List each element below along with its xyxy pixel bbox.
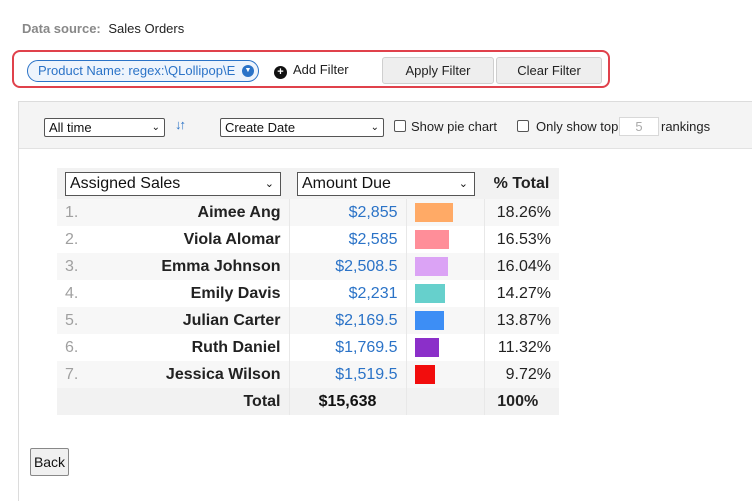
pct-total: 9.72% [484,361,559,388]
filter-pill[interactable]: Product Name: regex:\QLollipop\E ▼ [27,60,259,82]
rank-number: 6. [57,334,129,361]
rank-number: 3. [57,253,129,280]
rank-number: 7. [57,361,129,388]
total-row: Total $15,638 100% [57,388,559,415]
assigned-sales-name: Emily Davis [129,280,290,307]
sort-order-icon[interactable]: ↓↑ [175,117,186,132]
assigned-sales-name: Jessica Wilson [129,361,290,388]
assigned-sales-name: Emma Johnson [129,253,290,280]
amount-due-link[interactable]: $2,855 [289,199,407,226]
amount-due-link[interactable]: $2,169.5 [289,307,407,334]
add-filter-button[interactable]: + Add Filter [274,62,349,79]
group-by-value: Assigned Sales [70,174,181,192]
pct-total: 16.53% [484,226,559,253]
show-pie-checkbox[interactable] [394,120,406,132]
measure-select[interactable]: Amount Due ⌄ [297,171,475,196]
filter-pill-label: Product Name: regex:\QLollipop\E [38,63,236,78]
only-show-top-label: Only show top [536,119,619,134]
pct-total: 16.04% [484,253,559,280]
total-amount: $15,638 [289,388,407,415]
date-field-select[interactable]: Create Date ⌄ [220,118,384,137]
assigned-sales-name: Aimee Ang [129,199,290,226]
data-source-label: Data source: [22,21,101,36]
pct-total-header: % Total [484,168,559,199]
assigned-sales-name: Viola Alomar [129,226,290,253]
time-range-value: All time [49,120,92,135]
time-range-select[interactable]: All time ⌄ [44,118,165,137]
apply-filter-button[interactable]: Apply Filter [382,57,494,84]
chevron-down-icon: ⌄ [370,122,379,133]
table-row: 5. Julian Carter $2,169.5 13.87% [57,307,559,334]
show-pie-label: Show pie chart [411,119,497,134]
chevron-down-icon: ⌄ [151,122,160,133]
share-bar [414,365,435,384]
table-row: 1. Aimee Ang $2,855 18.26% [57,199,559,226]
only-show-top-checkbox[interactable] [517,120,529,132]
share-bar [414,203,453,222]
table-row: 7. Jessica Wilson $1,519.5 9.72% [57,361,559,388]
table-row: 6. Ruth Daniel $1,769.5 11.32% [57,334,559,361]
group-by-select[interactable]: Assigned Sales ⌄ [65,171,281,196]
chevron-down-icon: ⌄ [458,177,468,190]
share-bar [414,257,448,276]
pct-total: 14.27% [484,280,559,307]
date-field-value: Create Date [225,120,296,135]
clear-filter-button[interactable]: Clear Filter [496,57,602,84]
ranking-rows: 1. Aimee Ang $2,855 18.26% 2. Viola Alomar $2,… [57,199,559,388]
amount-due-link[interactable]: $1,519.5 [289,361,407,388]
total-label: Total [129,388,290,415]
pct-total: 18.26% [484,199,559,226]
amount-due-link[interactable]: $1,769.5 [289,334,407,361]
data-source-row: Data source: Sales Orders [22,21,184,36]
table-row: 3. Emma Johnson $2,508.5 16.04% [57,253,559,280]
share-bar [414,230,449,249]
assigned-sales-name: Ruth Daniel [129,334,290,361]
share-bar [414,311,444,330]
table-row: 2. Viola Alomar $2,585 16.53% [57,226,559,253]
add-filter-label: Add Filter [293,62,349,77]
rank-number: 4. [57,280,129,307]
measure-value: Amount Due [302,174,391,192]
share-bar [414,284,445,303]
chevron-down-icon: ⌄ [264,177,274,190]
back-button[interactable]: Back [30,448,69,476]
rank-number: 2. [57,226,129,253]
filter-bar: Product Name: regex:\QLollipop\E ▼ + Add … [12,50,610,88]
table-row: 4. Emily Davis $2,231 14.27% [57,280,559,307]
plus-circle-icon: + [274,66,287,79]
amount-due-link[interactable]: $2,585 [289,226,407,253]
total-pct: 100% [484,388,559,415]
options-toolbar: All time ⌄ ↓↑ Create Date ⌄ Show pie cha… [19,102,752,149]
rank-number: 5. [57,307,129,334]
pct-total: 11.32% [484,334,559,361]
ranking-table: Assigned Sales ⌄ Amount Due ⌄ % Total 1.… [57,168,559,415]
pct-total: 13.87% [484,307,559,334]
rankings-label: rankings [661,119,711,134]
top-n-input[interactable]: 5 [619,117,659,136]
data-source-value: Sales Orders [108,21,185,36]
chevron-down-icon[interactable]: ▼ [242,65,254,77]
amount-due-link[interactable]: $2,231 [289,280,407,307]
rank-number: 1. [57,199,129,226]
amount-due-link[interactable]: $2,508.5 [289,253,407,280]
share-bar [414,338,439,357]
assigned-sales-name: Julian Carter [129,307,290,334]
